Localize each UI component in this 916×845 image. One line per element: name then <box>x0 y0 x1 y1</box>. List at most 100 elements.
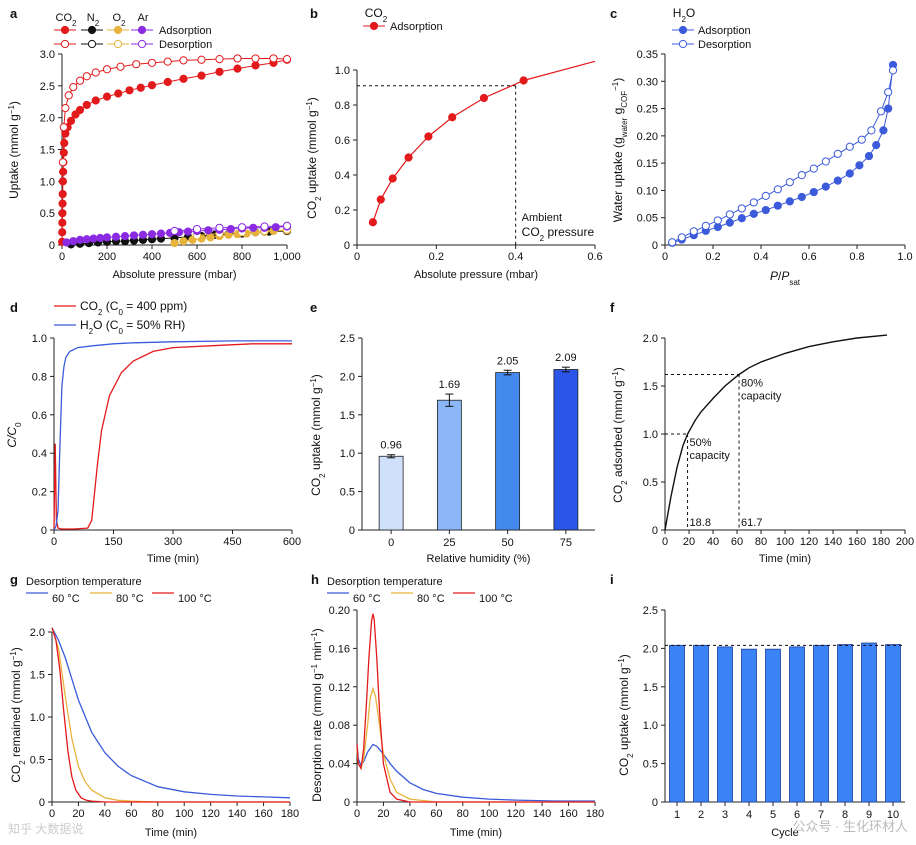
y-tick-label: 2.0 <box>40 113 55 125</box>
bar <box>717 646 733 803</box>
data-point <box>237 223 247 232</box>
y-tick-label: 0.4 <box>335 170 350 182</box>
x-tick-label: 0.4 <box>508 251 523 263</box>
legend-label: 100 °C <box>479 593 513 605</box>
data-point <box>91 96 100 105</box>
data-label: 2.05 <box>497 355 518 367</box>
data-point <box>845 169 854 178</box>
panel-label-b: b <box>310 6 318 21</box>
y-tick-label: 0 <box>349 525 355 537</box>
data-point <box>69 237 78 246</box>
y-tick-label: 2.0 <box>643 643 658 655</box>
y-tick-label: 2.5 <box>643 605 658 617</box>
data-point <box>773 185 782 194</box>
y-tick-label: 1.0 <box>30 712 45 724</box>
legend-label-desorption: Desorption <box>698 39 751 51</box>
legend-gas-Ar: Ar <box>138 12 149 24</box>
x-tick-label: 80 <box>152 808 164 820</box>
data-point <box>725 218 734 227</box>
x-tick-label: 300 <box>164 536 182 548</box>
data-point <box>58 177 68 186</box>
y-axis-label: CO2 adsorbed (mmol g−1) <box>611 367 629 503</box>
y-tick-label: 0.15 <box>637 158 658 170</box>
legend-title: Desorption temperature <box>26 576 142 588</box>
y-tick-label: 0.5 <box>643 477 658 489</box>
x-tick-label: 1.0 <box>897 251 912 263</box>
legend-label-h2o: H2O (C0 = 50% RH) <box>80 318 185 336</box>
x-tick-label: 0.6 <box>801 251 816 263</box>
data-point <box>479 93 489 103</box>
x-tick-label: 6 <box>794 809 800 821</box>
y-tick-label: 2.5 <box>40 81 55 93</box>
legend-marker <box>87 39 97 49</box>
legend-marker <box>678 39 688 49</box>
data-point <box>725 210 734 219</box>
data-point <box>867 126 876 135</box>
bar <box>837 644 853 803</box>
y-tick-label: 0.20 <box>329 605 350 617</box>
x-tick-label: 600 <box>188 251 206 263</box>
data-point <box>888 66 898 75</box>
data-point <box>368 218 377 227</box>
panel-label-i: i <box>610 572 614 587</box>
y-tick-label: 1.5 <box>643 682 658 694</box>
data-point <box>857 135 866 144</box>
x-tick-label: 150 <box>104 536 122 548</box>
data-point <box>59 167 68 176</box>
data-point <box>75 105 85 115</box>
y-axis-label: C/C0 <box>5 422 23 448</box>
x-axis-label: Time (min) <box>145 827 197 839</box>
x-tick-label: 40 <box>99 808 111 820</box>
chart-title-h2o: H2O <box>673 6 695 24</box>
legend-title: Desorption temperature <box>327 576 443 588</box>
y-tick-label: 0.30 <box>637 76 658 88</box>
y-tick-label: 0.10 <box>637 185 658 197</box>
x-tick-label: 50 <box>502 537 514 549</box>
data-point <box>821 157 830 166</box>
x-tick-label: 75 <box>560 537 572 549</box>
x-tick-label: 180 <box>281 808 299 820</box>
x-tick-label: 60 <box>731 536 743 548</box>
series-line-desorption <box>671 70 894 243</box>
data-point <box>269 54 278 63</box>
y-tick-label: 2.0 <box>643 333 658 345</box>
x-tick-label: 140 <box>228 808 246 820</box>
data-point <box>809 164 818 173</box>
bar <box>495 372 521 531</box>
series-line-co2-adsorption <box>61 59 288 242</box>
x-tick-label: 0 <box>51 536 57 548</box>
data-point <box>773 201 782 210</box>
x-tick-label: 8 <box>842 809 848 821</box>
bar <box>693 644 709 803</box>
annotation-pct: 80% <box>741 377 763 389</box>
x-tick-label: 1,000 <box>273 251 301 263</box>
legend-marker <box>369 21 379 31</box>
data-point <box>713 216 722 225</box>
x-tick-label: 4 <box>746 809 752 821</box>
panel-label-a: a <box>10 6 18 21</box>
bar <box>813 644 829 803</box>
x-tick-label: 0.8 <box>849 251 864 263</box>
x-tick-label: 0 <box>662 251 668 263</box>
x-tick-label: 5 <box>770 809 776 821</box>
y-tick-label: 0.25 <box>637 104 658 116</box>
x-tick-label: 0.2 <box>705 251 720 263</box>
data-point <box>797 192 806 202</box>
data-point <box>519 76 528 85</box>
x-tick-label: 140 <box>533 808 551 820</box>
data-point <box>215 223 224 232</box>
data-point <box>271 223 280 232</box>
y-tick-label: 0 <box>41 525 47 537</box>
data-point <box>749 198 758 207</box>
x-tick-label: 20 <box>683 536 695 548</box>
bar <box>885 644 901 803</box>
data-point <box>737 204 746 213</box>
data-point <box>179 74 188 83</box>
x-tick-label: 120 <box>201 808 219 820</box>
y-tick-label: 0 <box>652 797 658 809</box>
data-point <box>424 132 433 141</box>
legend-marker <box>87 25 97 35</box>
panel-label-e: e <box>310 300 317 315</box>
bar <box>741 648 757 803</box>
